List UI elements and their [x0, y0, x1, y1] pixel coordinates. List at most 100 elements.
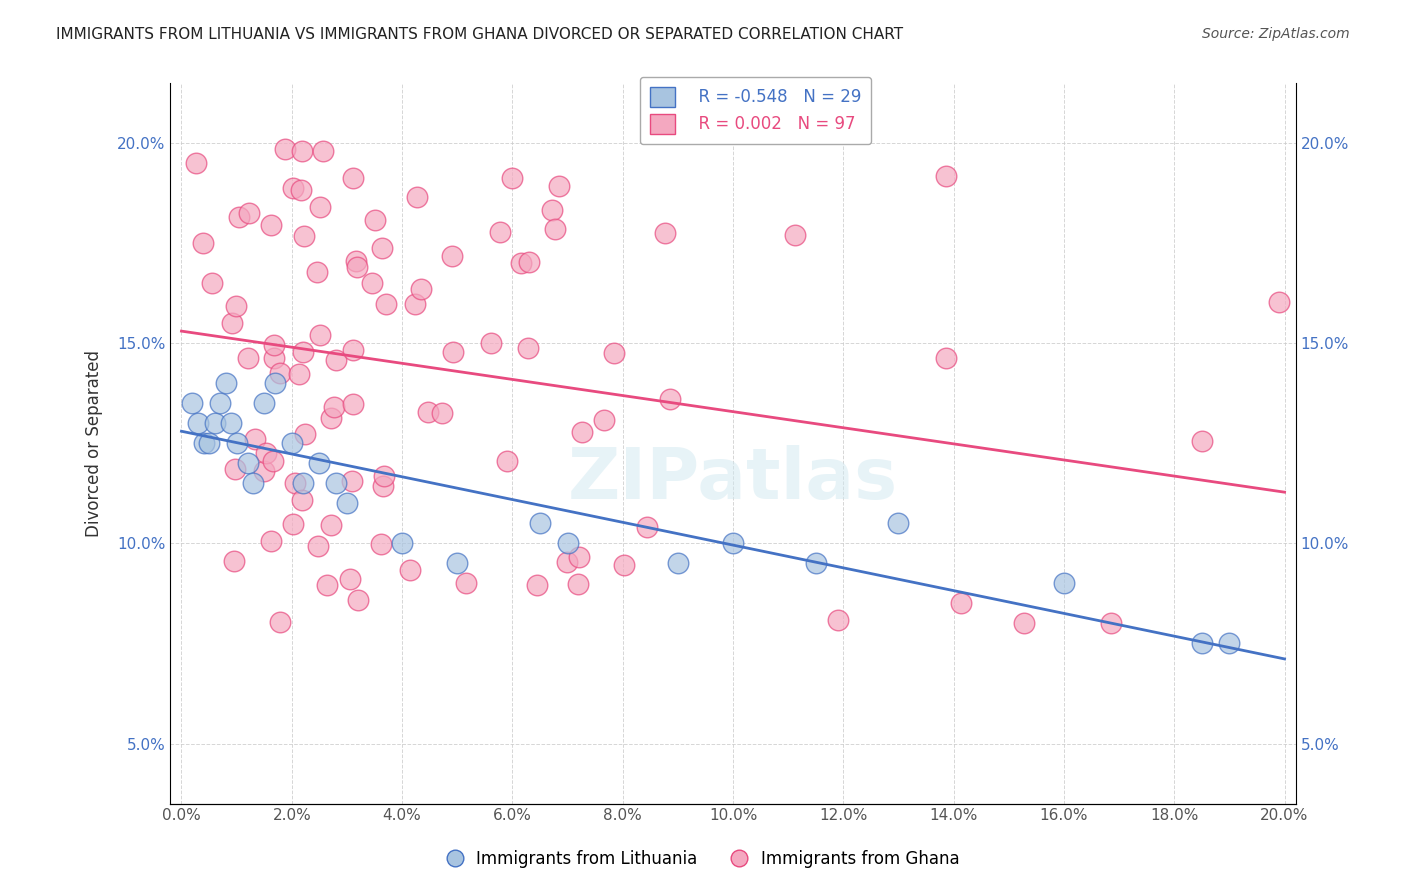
Point — [198, 436, 221, 450]
Point — [510, 255, 533, 269]
Point — [454, 575, 477, 590]
Point — [526, 578, 548, 592]
Point — [529, 516, 551, 531]
Point — [411, 282, 433, 296]
Point — [519, 255, 541, 269]
Point — [254, 446, 277, 460]
Point — [567, 577, 589, 591]
Point — [184, 156, 207, 170]
Point — [1053, 576, 1076, 591]
Point — [291, 476, 314, 491]
Point — [224, 553, 246, 567]
Y-axis label: Divorced or Separated: Divorced or Separated — [86, 350, 103, 537]
Point — [316, 578, 339, 592]
Point — [430, 406, 453, 420]
Point — [593, 412, 616, 426]
Point — [364, 213, 387, 227]
Point — [283, 475, 305, 490]
Point — [292, 345, 315, 359]
Point — [294, 426, 316, 441]
Point — [1218, 636, 1240, 650]
Point — [219, 416, 242, 430]
Point — [441, 249, 464, 263]
Point — [935, 169, 957, 183]
Point — [262, 453, 284, 467]
Point — [557, 536, 579, 550]
Point — [340, 474, 363, 488]
Point — [221, 316, 243, 330]
Point — [1191, 636, 1213, 650]
Point — [391, 536, 413, 550]
Point — [242, 476, 264, 491]
Point — [404, 297, 426, 311]
Point — [344, 254, 367, 268]
Point — [721, 536, 744, 550]
Point — [187, 416, 209, 430]
Point — [342, 170, 364, 185]
Point — [260, 218, 283, 232]
Point — [292, 228, 315, 243]
Point — [496, 454, 519, 468]
Point — [311, 144, 333, 158]
Point — [325, 476, 347, 491]
Point — [238, 351, 260, 365]
Point — [1268, 295, 1291, 310]
Point — [209, 396, 232, 410]
Point — [373, 469, 395, 483]
Point — [204, 416, 226, 430]
Point — [193, 436, 215, 450]
Point — [827, 613, 849, 627]
Point — [224, 461, 246, 475]
Point — [785, 228, 807, 243]
Point — [346, 260, 368, 274]
Point — [371, 241, 394, 255]
Point — [479, 336, 502, 351]
Point — [264, 376, 287, 391]
Point — [269, 615, 291, 629]
Point — [319, 410, 342, 425]
Point — [347, 593, 370, 607]
Point — [636, 519, 658, 533]
Point — [281, 181, 304, 195]
Point — [541, 203, 564, 218]
Point — [208, 55, 231, 70]
Point — [375, 297, 398, 311]
Point — [342, 343, 364, 357]
Point — [228, 210, 250, 224]
Text: IMMIGRANTS FROM LITHUANIA VS IMMIGRANTS FROM GHANA DIVORCED OR SEPARATED CORRELA: IMMIGRANTS FROM LITHUANIA VS IMMIGRANTS … — [56, 27, 904, 42]
Legend: Immigrants from Lithuania, Immigrants from Ghana: Immigrants from Lithuania, Immigrants fr… — [440, 844, 966, 875]
Point — [291, 144, 314, 158]
Point — [342, 397, 364, 411]
Point — [325, 353, 347, 368]
Point — [418, 405, 440, 419]
Point — [571, 425, 593, 439]
Point — [555, 555, 578, 569]
Point — [399, 563, 422, 577]
Point — [488, 225, 510, 239]
Point — [370, 537, 392, 551]
Point — [288, 367, 311, 381]
Point — [281, 436, 304, 450]
Point — [568, 549, 591, 564]
Point — [319, 518, 342, 533]
Point — [263, 338, 285, 352]
Point — [225, 299, 247, 313]
Text: Source: ZipAtlas.com: Source: ZipAtlas.com — [1202, 27, 1350, 41]
Point — [544, 221, 567, 235]
Point — [253, 396, 276, 410]
Point — [949, 596, 972, 610]
Point — [309, 200, 332, 214]
Point — [236, 456, 259, 470]
Point — [804, 557, 827, 571]
Point — [201, 276, 224, 290]
Point — [405, 190, 427, 204]
Point — [307, 539, 329, 553]
Point — [659, 392, 682, 406]
Point — [517, 341, 540, 355]
Point — [214, 376, 236, 391]
Point — [1191, 434, 1213, 449]
Point — [253, 464, 276, 478]
Point — [263, 351, 285, 365]
Point — [259, 534, 281, 549]
Point — [225, 436, 247, 450]
